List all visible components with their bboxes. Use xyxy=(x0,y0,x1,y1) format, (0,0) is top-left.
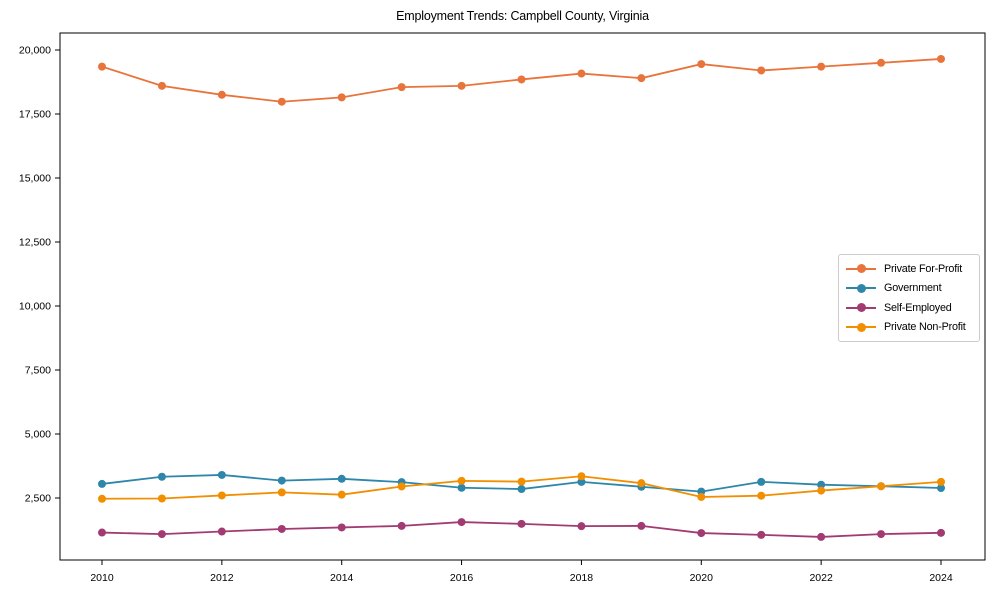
legend-label: Private Non-Profit xyxy=(884,321,966,334)
data-point-self-employed[interactable] xyxy=(217,527,226,536)
data-point-self-employed[interactable] xyxy=(157,530,166,539)
y-tick-label: 10,000 xyxy=(19,301,51,313)
data-point-private-non-profit[interactable] xyxy=(817,486,826,495)
data-point-private-non-profit[interactable] xyxy=(757,491,766,500)
data-point-self-employed[interactable] xyxy=(98,528,106,537)
legend-item-self-employed: Self-Employed xyxy=(846,298,979,318)
data-point-government[interactable] xyxy=(457,483,466,492)
y-tick-label: 20,000 xyxy=(19,45,51,57)
data-point-private-non-profit[interactable] xyxy=(517,477,526,486)
legend-marker-icon xyxy=(846,264,876,274)
x-tick-label: 2022 xyxy=(809,572,833,584)
data-point-private-non-profit[interactable] xyxy=(877,482,886,491)
data-point-private-for-profit[interactable] xyxy=(337,93,346,102)
x-tick-label: 2016 xyxy=(450,572,474,584)
data-point-private-for-profit[interactable] xyxy=(517,75,526,84)
data-point-private-for-profit[interactable] xyxy=(757,66,766,75)
data-point-private-for-profit[interactable] xyxy=(877,58,886,67)
data-point-private-for-profit[interactable] xyxy=(217,90,226,99)
y-tick-label: 7,500 xyxy=(25,365,51,377)
x-tick-label: 2018 xyxy=(570,572,594,584)
data-point-government[interactable] xyxy=(277,476,286,485)
data-point-private-for-profit[interactable] xyxy=(277,97,286,106)
data-point-self-employed[interactable] xyxy=(637,521,646,530)
y-tick-label: 2,500 xyxy=(25,493,51,505)
data-point-private-for-profit[interactable] xyxy=(577,69,586,78)
data-point-private-non-profit[interactable] xyxy=(457,476,466,485)
data-point-self-employed[interactable] xyxy=(397,521,406,530)
data-point-private-for-profit[interactable] xyxy=(157,81,166,90)
data-point-government[interactable] xyxy=(817,480,826,489)
y-tick-label: 5,000 xyxy=(25,429,51,441)
y-tick-label: 12,500 xyxy=(19,237,51,249)
legend-box: Private For-Profit Government Self-Employe… xyxy=(838,254,980,342)
y-tick-label: 17,500 xyxy=(19,109,51,121)
data-point-private-non-profit[interactable] xyxy=(277,488,286,497)
data-point-government[interactable] xyxy=(337,474,346,483)
data-point-government[interactable] xyxy=(157,472,166,481)
legend-item-private-non-profit: Private Non-Profit xyxy=(846,318,979,338)
legend-label: Government xyxy=(884,282,942,295)
data-point-government[interactable] xyxy=(757,477,766,486)
y-tick-label: 15,000 xyxy=(19,173,51,185)
data-point-private-non-profit[interactable] xyxy=(637,479,646,488)
data-point-government[interactable] xyxy=(217,470,226,479)
data-point-private-non-profit[interactable] xyxy=(697,492,706,501)
x-tick-label: 2014 xyxy=(330,572,354,584)
data-point-self-employed[interactable] xyxy=(817,532,826,541)
data-point-self-employed[interactable] xyxy=(757,530,766,539)
chart-title: Employment Trends: Campbell County, Virg… xyxy=(396,9,649,23)
data-point-private-for-profit[interactable] xyxy=(397,83,406,92)
x-tick-label: 2020 xyxy=(690,572,714,584)
legend-marker-icon xyxy=(846,322,876,332)
data-point-self-employed[interactable] xyxy=(457,518,466,527)
legend-label: Self-Employed xyxy=(884,301,952,314)
data-point-self-employed[interactable] xyxy=(277,524,286,533)
data-point-self-employed[interactable] xyxy=(517,519,526,528)
data-point-private-non-profit[interactable] xyxy=(577,472,586,481)
data-point-government[interactable] xyxy=(98,479,106,488)
data-point-self-employed[interactable] xyxy=(697,529,706,538)
legend-marker-icon xyxy=(846,283,876,293)
data-point-private-non-profit[interactable] xyxy=(98,494,106,503)
data-point-government[interactable] xyxy=(517,485,526,494)
x-tick-label: 2010 xyxy=(90,572,114,584)
data-point-private-non-profit[interactable] xyxy=(217,491,226,500)
data-point-private-non-profit[interactable] xyxy=(397,482,406,491)
legend-label: Private For-Profit xyxy=(884,262,962,275)
data-point-private-non-profit[interactable] xyxy=(157,494,166,503)
data-point-self-employed[interactable] xyxy=(337,523,346,532)
data-point-private-for-profit[interactable] xyxy=(457,81,466,90)
data-point-private-for-profit[interactable] xyxy=(697,60,706,69)
data-point-self-employed[interactable] xyxy=(937,528,945,537)
x-tick-label: 2024 xyxy=(929,572,953,584)
legend-item-private-for-profit: Private For-Profit xyxy=(846,259,979,279)
x-tick-label: 2012 xyxy=(210,572,234,584)
data-point-private-for-profit[interactable] xyxy=(937,54,945,63)
data-point-self-employed[interactable] xyxy=(577,522,586,531)
data-point-private-non-profit[interactable] xyxy=(337,490,346,499)
data-point-private-non-profit[interactable] xyxy=(937,477,945,486)
data-point-private-for-profit[interactable] xyxy=(98,62,106,71)
data-point-self-employed[interactable] xyxy=(877,530,886,539)
data-point-government[interactable] xyxy=(577,477,586,486)
data-point-private-for-profit[interactable] xyxy=(637,74,646,83)
legend-item-government: Government xyxy=(846,279,979,299)
legend-marker-icon xyxy=(846,303,876,313)
data-point-private-for-profit[interactable] xyxy=(817,62,826,71)
data-point-government[interactable] xyxy=(937,484,945,493)
plot-border xyxy=(59,32,986,561)
